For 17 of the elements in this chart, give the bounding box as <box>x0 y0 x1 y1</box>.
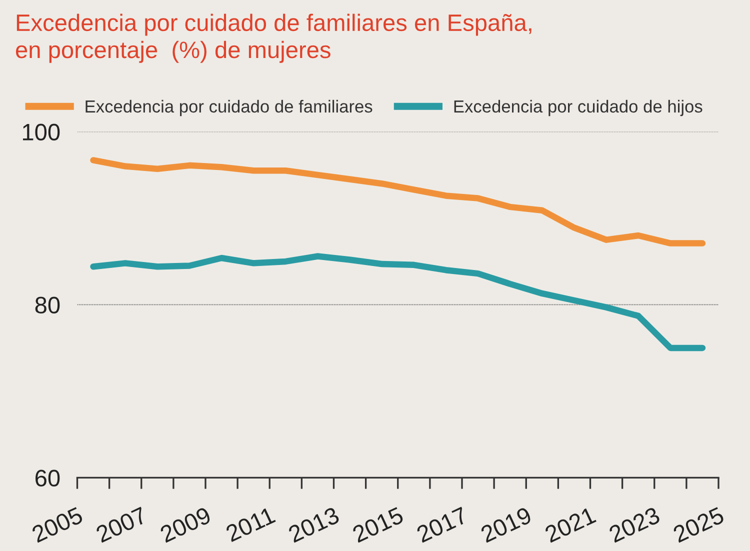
x-tick-label: 2017 <box>416 506 468 543</box>
x-tick-label: 2011 <box>224 506 276 542</box>
x-tick-label: 2021 <box>544 506 597 543</box>
x-tick-label: 2015 <box>352 506 404 543</box>
y-tick-label: 100 <box>22 124 60 140</box>
x-tick-label: 2005 <box>30 506 84 543</box>
x-tick-label: 2013 <box>287 506 340 543</box>
y-tick-label: 60 <box>36 470 60 487</box>
chart-title: Excedencia por cuidado de familiares en España, en porcentaje (%) de mujeres <box>16 14 532 63</box>
x-tick-label: 2025 <box>672 506 725 543</box>
legend-label: Excedencia por cuidado de familiares <box>86 100 372 116</box>
x-tick-label: 2009 <box>159 506 212 543</box>
y-tick-label: 80 <box>35 296 60 314</box>
x-tick-label: 2007 <box>95 506 148 543</box>
x-tick-label: 2019 <box>480 506 532 543</box>
x-tick-label: 2023 <box>608 506 661 543</box>
legend-label: Excedencia por cuidado de hijos <box>454 100 702 116</box>
